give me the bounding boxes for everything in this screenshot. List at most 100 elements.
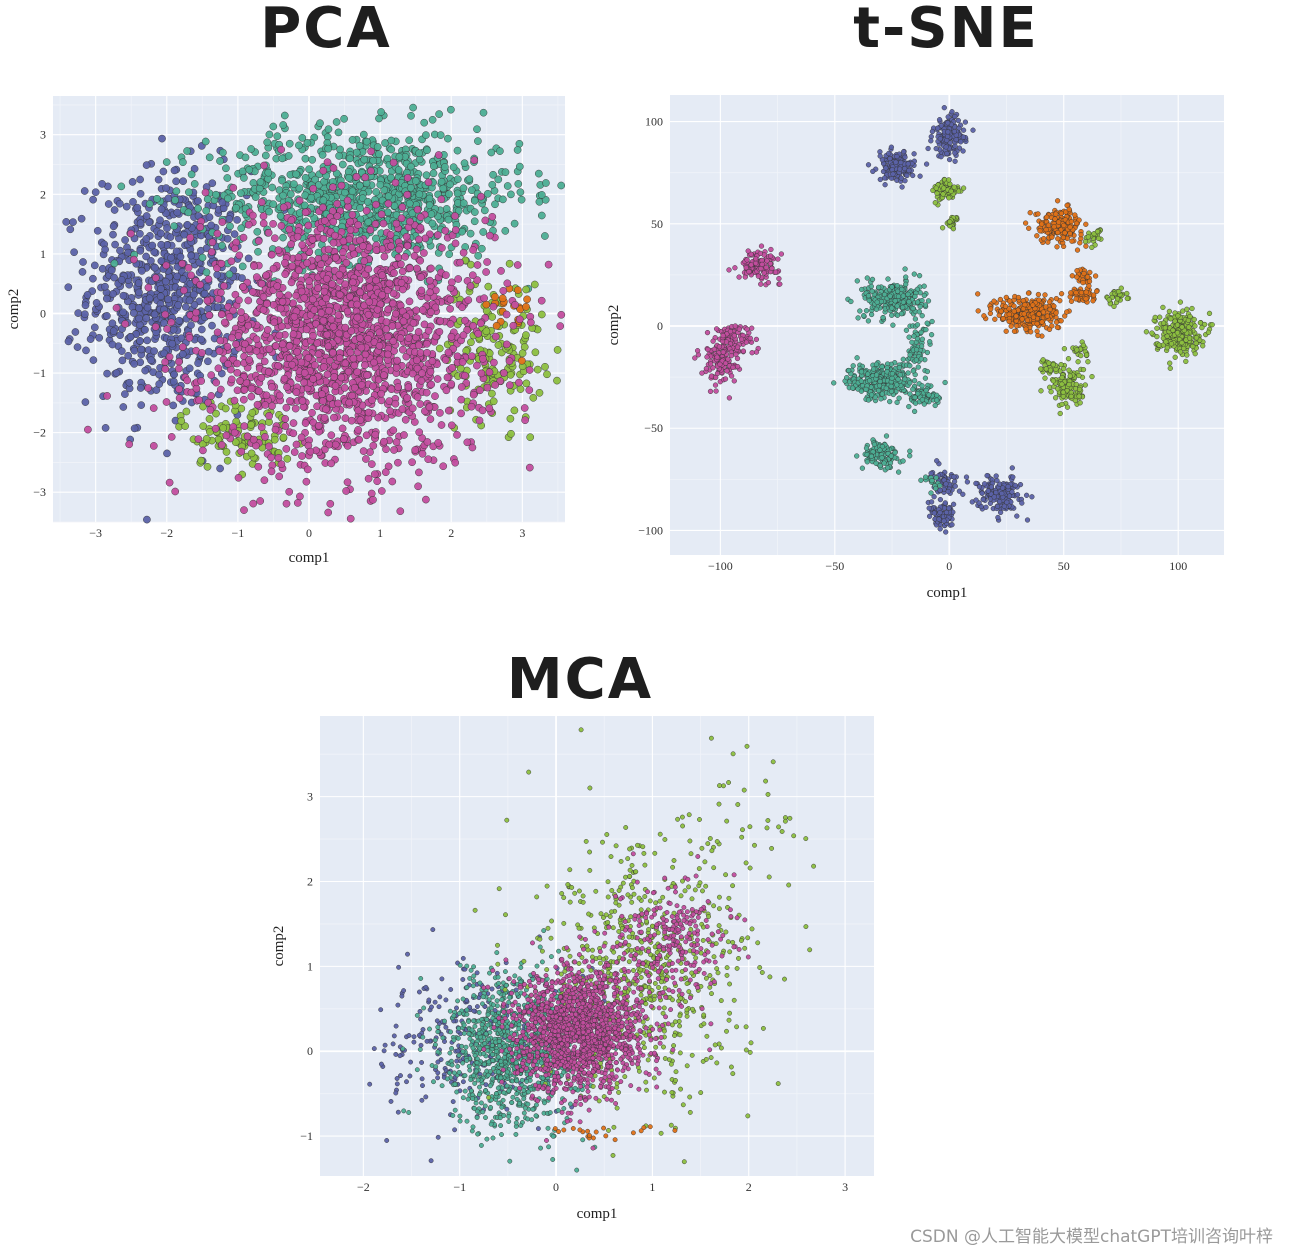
pca-point-blue	[90, 261, 99, 270]
pca-point-teal	[263, 138, 272, 147]
pca-point-pink	[316, 224, 325, 233]
pca-point-olive	[553, 376, 561, 385]
pca-point-teal	[245, 165, 254, 174]
pca-point-teal	[145, 200, 154, 208]
pca-point-teal	[384, 192, 393, 201]
pca-point-teal	[261, 151, 270, 160]
pca-point-teal	[279, 233, 287, 242]
pca-point-pink	[311, 361, 319, 369]
pca-point-blue	[135, 314, 143, 323]
pca-point-pink	[367, 460, 376, 468]
pca-point-pink	[324, 508, 333, 517]
pca-point-pink	[380, 437, 388, 446]
tsne-point-teal	[859, 286, 865, 293]
pca-point-pink	[175, 394, 184, 402]
pca-point-blue	[125, 378, 134, 387]
pca-point-pink	[162, 398, 171, 406]
pca-point-pink	[84, 425, 92, 434]
pca-point-pink	[236, 377, 244, 385]
tsne-point-blue	[883, 165, 889, 171]
pca-point-pink	[309, 184, 318, 193]
pca-point-teal	[477, 244, 486, 253]
pca-point-blue	[119, 403, 128, 411]
tsne-point-pink	[768, 246, 774, 253]
tsne-point-blue	[946, 156, 953, 163]
pca-point-pink	[525, 463, 534, 472]
pca-point-blue	[121, 390, 129, 398]
tsne-point-blue	[944, 133, 951, 140]
pca-point-pink	[357, 381, 366, 389]
pca-point-pink	[365, 298, 374, 306]
pca-point-pink	[363, 371, 371, 380]
pca-point-pink	[424, 455, 433, 464]
pca-point-pink	[361, 361, 369, 369]
pca-point-pink	[293, 347, 301, 356]
pca-point-teal	[348, 187, 357, 196]
pca-point-pink	[277, 145, 286, 154]
tsne-point-teal	[912, 293, 918, 300]
pca-point-pink	[247, 392, 256, 401]
pca-point-pink	[239, 395, 248, 404]
tsne-point-teal	[854, 278, 860, 284]
pca-point-pink	[254, 237, 263, 245]
pca-point-pink	[485, 368, 494, 377]
pca-point-pink	[448, 363, 457, 372]
pca-point-pink	[468, 352, 476, 361]
pca-point-pink	[320, 216, 329, 225]
pca-point-pink	[281, 259, 289, 267]
pca-point-pink	[477, 192, 485, 201]
tsne-point-blue	[962, 119, 969, 125]
pca-point-pink	[424, 178, 433, 187]
tsne-point-orange	[1026, 225, 1032, 231]
pca-point-pink	[364, 310, 373, 319]
tsne-point-orange	[1068, 298, 1075, 304]
pca-point-pink	[331, 382, 340, 390]
tsne-point-orange	[1073, 296, 1079, 302]
tsne-point-orange	[1041, 236, 1047, 242]
pca-point-teal	[187, 170, 196, 179]
tsne-point-orange	[1058, 291, 1065, 297]
tsne-point-pink	[767, 253, 774, 259]
pca-point-teal	[223, 174, 232, 182]
pca-point-pink	[416, 223, 425, 232]
pca-point-pink	[329, 217, 338, 226]
pca-point-pink	[489, 302, 498, 311]
tsne-point-orange	[1090, 298, 1096, 304]
pca-point-pink	[384, 350, 392, 359]
pca-point-teal	[445, 190, 453, 198]
pca-point-pink	[280, 374, 289, 383]
pca-point-blue	[81, 398, 90, 406]
pca-point-blue	[200, 289, 209, 298]
tsne-point-orange	[1053, 211, 1059, 217]
pca-point-pink	[354, 221, 362, 229]
pca-point-pink	[320, 363, 328, 371]
pca-point-blue	[103, 312, 111, 320]
pca-point-pink	[279, 203, 288, 212]
pca-points	[62, 103, 566, 524]
pca-point-pink	[521, 416, 529, 425]
pca-point-pink	[481, 216, 490, 225]
pca-point-teal	[301, 173, 310, 182]
tsne-point-pink	[736, 274, 742, 280]
pca-point-blue	[164, 295, 173, 304]
tsne-point-orange	[1069, 273, 1075, 279]
pca-point-pink	[282, 499, 291, 508]
pca-point-blue	[156, 292, 165, 301]
pca-point-olive	[488, 389, 496, 398]
pca-point-teal	[429, 169, 438, 178]
pca-point-orange	[482, 300, 491, 309]
tsne-point-blue	[877, 149, 883, 155]
pca-point-pink	[469, 246, 477, 254]
tsne-point-teal	[869, 276, 876, 283]
pca-point-pink	[415, 468, 423, 477]
pca-point-pink	[225, 313, 234, 321]
pca-point-pink	[353, 313, 362, 322]
pca-point-pink	[149, 442, 158, 450]
pca-point-pink	[411, 446, 420, 454]
pca-point-teal	[372, 234, 380, 243]
pca-point-pink	[308, 408, 316, 417]
tsne-point-teal	[890, 322, 896, 328]
tsne-point-pink	[775, 256, 781, 262]
pca-point-pink	[289, 419, 298, 427]
pca-point-pink	[235, 296, 243, 305]
